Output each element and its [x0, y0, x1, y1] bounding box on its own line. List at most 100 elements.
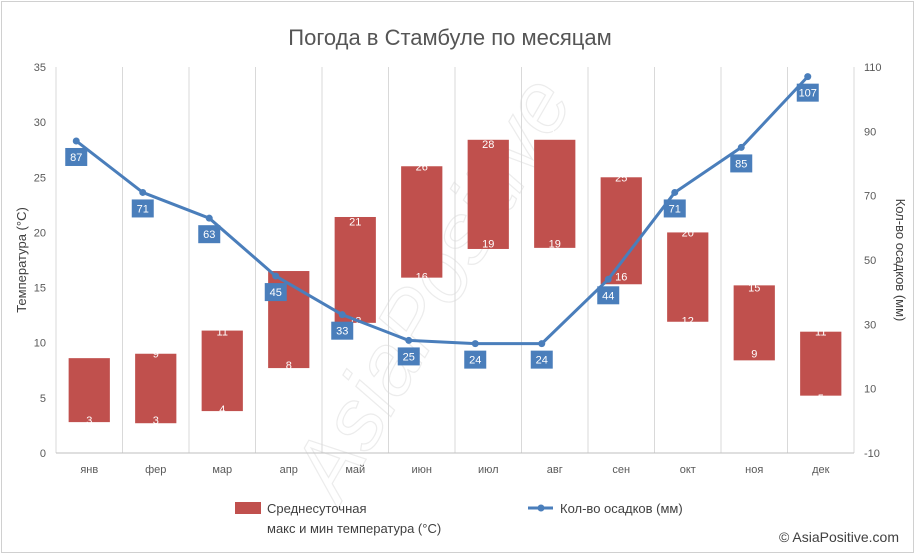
precipitation-label: 107 — [799, 88, 817, 100]
bar-max-label: 28 — [482, 139, 494, 151]
precipitation-point — [737, 143, 745, 151]
y-axis-title: Температура (°C) — [14, 207, 29, 313]
precipitation-point — [338, 311, 346, 319]
temperature-bar — [667, 232, 709, 322]
x-tick-label: апр — [280, 464, 298, 476]
precipitation-point — [405, 336, 413, 344]
y-tick-label: 0 — [40, 448, 46, 460]
y2-tick-label: 90 — [864, 126, 876, 138]
precipitation-label-box — [464, 350, 487, 369]
precipitation-point — [538, 340, 546, 348]
y-tick-label: 35 — [34, 62, 46, 74]
precipitation-label-box — [65, 147, 88, 166]
x-tick-label: июн — [412, 464, 432, 476]
y2-tick-label: 50 — [864, 255, 876, 267]
legend-line-label: Кол-во осадков (мм) — [560, 501, 683, 516]
bar-min-label: 3 — [86, 415, 92, 427]
x-tick-label: янв — [80, 464, 98, 476]
precipitation-label-box — [331, 321, 354, 340]
precipitation-line: 87 71 63 45 33 25 24 24 44 71 85 107 — [65, 73, 819, 369]
bar-max-label: 21 — [349, 216, 361, 228]
chart-title: Погода в Стамбуле по месяцам — [288, 25, 611, 50]
gridlines — [55, 67, 855, 454]
temperature-bar — [401, 166, 443, 278]
x-tick-label: июл — [478, 464, 499, 476]
bar-max-label: 17 — [283, 261, 295, 273]
bar-min-label: 8 — [286, 360, 292, 372]
y2-tick-label: 30 — [864, 319, 876, 331]
precipitation-label: 24 — [469, 355, 481, 367]
precipitation-label-box — [597, 286, 620, 305]
precipitation-label: 71 — [137, 203, 149, 215]
precipitation-label: 44 — [602, 290, 614, 302]
y-tick-label: 5 — [40, 393, 46, 405]
watermark-text: AsiaPositive — [271, 61, 591, 519]
precipitation-point — [471, 340, 479, 348]
bar-max-label: 11 — [217, 327, 228, 339]
bar-max-label: 11 — [815, 327, 826, 339]
bar-min-label: 12 — [682, 316, 694, 328]
x-tick-label: май — [345, 464, 365, 476]
bar-max-label: 29 — [549, 128, 561, 140]
precipitation-line-path — [75, 75, 809, 346]
precipitation-label-box — [198, 225, 221, 244]
legend-line-marker — [537, 504, 545, 512]
legend-bar-label-line1: Среднесуточная — [267, 501, 367, 516]
x-tick-label: авг — [547, 464, 563, 476]
precipitation-label: 87 — [70, 152, 82, 164]
bar-max-label: 26 — [416, 161, 428, 173]
precipitation-label: 45 — [270, 287, 282, 299]
bar-max-label: 20 — [682, 227, 694, 239]
temperature-bar — [68, 358, 110, 423]
y-tick-label: 30 — [34, 117, 46, 129]
precipitation-label-box — [730, 154, 753, 173]
precipitation-point — [205, 214, 213, 222]
y2-tick-label: 70 — [864, 191, 876, 203]
copyright-text: © AsiaPositive.com — [779, 529, 899, 545]
temperature-bar — [467, 139, 509, 249]
bar-min-label: 16 — [416, 272, 428, 284]
x-axis-ticks: янв фер мар апр май июн июл авг сен окт ноя дек — [80, 464, 829, 476]
x-tick-label: фер — [145, 464, 166, 476]
bar-min-label: 4 — [219, 404, 225, 416]
temperature-bar — [733, 285, 775, 361]
precipitation-label-box — [663, 199, 686, 218]
precipitation-label-box — [530, 350, 553, 369]
precipitation-label-box — [131, 199, 154, 218]
precipitation-point — [604, 275, 612, 283]
x-tick-label: окт — [680, 464, 696, 476]
temperature-bar — [600, 177, 642, 285]
precipitation-label: 85 — [735, 158, 747, 170]
precipitation-label-box — [397, 347, 420, 366]
bar-min-label: 16 — [615, 272, 627, 284]
y2-tick-label: 10 — [864, 384, 876, 396]
y2-axis-title: Кол-во осадков (мм) — [893, 199, 908, 322]
precipitation-point — [671, 188, 679, 196]
y-tick-label: 15 — [34, 283, 46, 295]
right-axis-ticks: -10 10 30 50 70 90 110 — [864, 62, 882, 460]
bar-max-label: 15 — [748, 283, 760, 295]
precipitation-point — [804, 73, 812, 81]
x-tick-label: дек — [812, 464, 830, 476]
precipitation-label-box — [264, 283, 287, 302]
x-tick-label: мар — [212, 464, 232, 476]
legend-bar-swatch — [235, 502, 261, 514]
precipitation-label: 71 — [669, 203, 681, 215]
temperature-bar — [334, 216, 376, 323]
precipitation-label-box — [796, 83, 819, 102]
legend-bar-label-line2: макс и мин температура (°C) — [267, 521, 441, 536]
temperature-bar — [135, 353, 177, 424]
left-axis-ticks: 0 5 10 15 20 25 30 35 — [34, 62, 46, 460]
precipitation-point — [72, 137, 80, 145]
precipitation-label: 25 — [403, 351, 415, 363]
bar-min-label: 5 — [818, 393, 824, 405]
precipitation-point — [139, 188, 147, 196]
bar-max-label: 25 — [615, 172, 627, 184]
precipitation-label: 24 — [536, 355, 548, 367]
bar-max-label: 9 — [86, 349, 92, 361]
legend: Среднесуточная макс и мин температура (°… — [235, 501, 683, 536]
x-tick-label: сен — [612, 464, 630, 476]
